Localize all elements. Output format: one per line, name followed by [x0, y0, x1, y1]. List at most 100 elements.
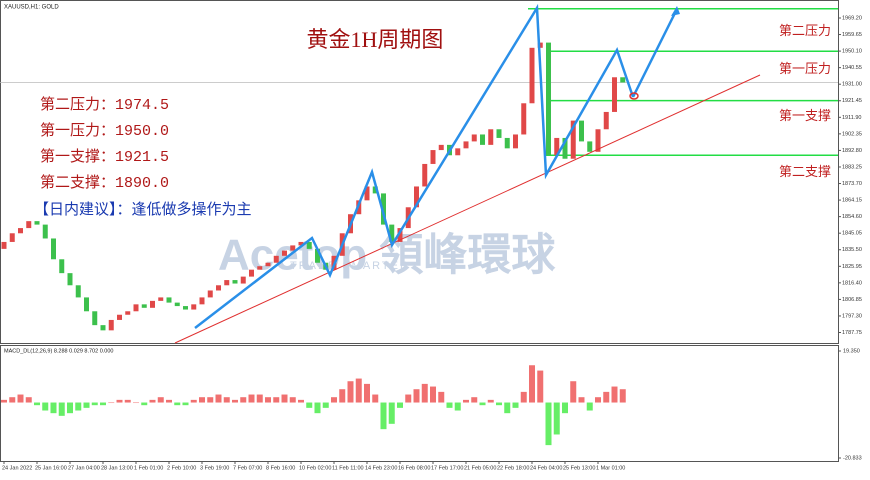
candle [18, 228, 23, 234]
candle [546, 42, 551, 156]
watermark: Acetop 領峰環球 [218, 230, 556, 280]
macd-bar [496, 402, 502, 406]
x-tick-label: 8 Feb 16:00 [266, 465, 295, 471]
y-tick-label: 1940.55 [842, 65, 862, 71]
macd-bar [50, 402, 57, 414]
y-tick-label: 1806.85 [842, 297, 862, 303]
candle [150, 300, 155, 308]
macd-bar [603, 391, 610, 403]
y-tick-label: 1854.60 [842, 214, 862, 220]
macd-bar [306, 402, 313, 408]
macd-bar [504, 402, 511, 414]
macd-bar [17, 394, 24, 403]
candle [9, 233, 15, 242]
candle [183, 306, 188, 310]
macd-bar [289, 397, 296, 403]
macd-bar [166, 399, 172, 403]
macd-bar [157, 397, 164, 403]
y-tick-label: 1883.25 [842, 164, 862, 170]
candle [372, 186, 378, 194]
candle [42, 224, 48, 239]
macd-bar [256, 394, 263, 403]
x-tick-label: 1 Mar 01:00 [596, 465, 625, 471]
candle [240, 276, 246, 284]
macd-bar [108, 402, 115, 404]
candle [51, 238, 56, 260]
main-panel [0, 0, 839, 344]
macd-bar [380, 402, 387, 430]
candle [298, 241, 304, 246]
macd-bar [339, 389, 346, 403]
macd-bar [430, 386, 436, 403]
x-tick-label: 3 Feb 19:00 [200, 465, 229, 471]
macd-bar [331, 397, 337, 403]
macd-bar [34, 402, 40, 406]
level-name: 第一支撑 [779, 108, 831, 123]
macd-bar [479, 402, 486, 406]
candle [67, 273, 73, 286]
macd-bar [199, 397, 205, 403]
macd-bar [42, 402, 49, 411]
x-tick-label: 14 Feb 23:00 [365, 465, 397, 471]
candle [84, 297, 89, 312]
candle [480, 134, 485, 145]
macd-bar [190, 399, 197, 403]
x-tick-label: 21 Feb 05:00 [464, 465, 496, 471]
macd-bar [174, 402, 181, 406]
trend-line [174, 74, 761, 344]
macd-bar [611, 386, 618, 403]
macd-bar [232, 399, 238, 403]
y-tick-label: 1911.90 [842, 115, 861, 121]
y-tick-label: 1921.45 [842, 98, 862, 104]
macd-bar [421, 383, 428, 403]
macd-bar [562, 402, 568, 414]
x-tick-label: 16 Feb 08:00 [398, 465, 430, 471]
y-tick-label: 19.350 [843, 348, 860, 354]
macd-bar [83, 402, 90, 408]
macd-bar [553, 402, 560, 435]
y-tick-label: 1864.15 [842, 198, 862, 204]
marker [629, 92, 639, 100]
x-tick-label: 27 Jan 04:00 [68, 465, 100, 471]
candle [117, 314, 122, 320]
candle [587, 141, 593, 152]
candle [570, 120, 576, 159]
level-text: 第一压力：1950.0 [40, 121, 169, 140]
annotations [174, 3, 761, 344]
macd-bar [58, 402, 65, 416]
y-tick-label: 1797.30 [842, 313, 862, 319]
y-tick-label: 1969.20 [842, 15, 862, 21]
macd-bar [248, 394, 255, 403]
macd-bar [25, 397, 32, 403]
macd-bar [397, 402, 403, 408]
x-tick-label: 10 Feb 02:00 [299, 465, 331, 471]
macd-bar [520, 391, 527, 403]
macd-bar [463, 399, 469, 403]
macd-bar [124, 399, 131, 403]
candle [100, 325, 106, 331]
y-tick-label: 1787.75 [842, 330, 862, 336]
macd-bar [595, 397, 601, 403]
y-tick-label: 1950.10 [842, 49, 862, 55]
level-name: 第二压力 [779, 23, 831, 38]
x-tick-label: 24 Jan 2022 [2, 465, 32, 471]
y-tick-label: 1902.35 [842, 131, 862, 137]
candle [224, 280, 230, 286]
candle [603, 111, 609, 130]
level-name: 第一压力 [779, 61, 831, 76]
candle [422, 163, 428, 187]
x-tick-label: 2 Feb 10:00 [167, 465, 196, 471]
candle [364, 186, 370, 201]
macd-bar [471, 397, 478, 403]
candle [595, 129, 601, 152]
candle [529, 47, 535, 104]
macd-bar [223, 397, 230, 403]
candle [207, 290, 213, 298]
candle [141, 304, 147, 308]
candle [158, 297, 164, 301]
candle [430, 150, 436, 164]
y-tick-label: 1835.50 [842, 247, 862, 253]
macd-bar [281, 394, 288, 403]
y-tick-label: 1825.95 [842, 264, 862, 270]
